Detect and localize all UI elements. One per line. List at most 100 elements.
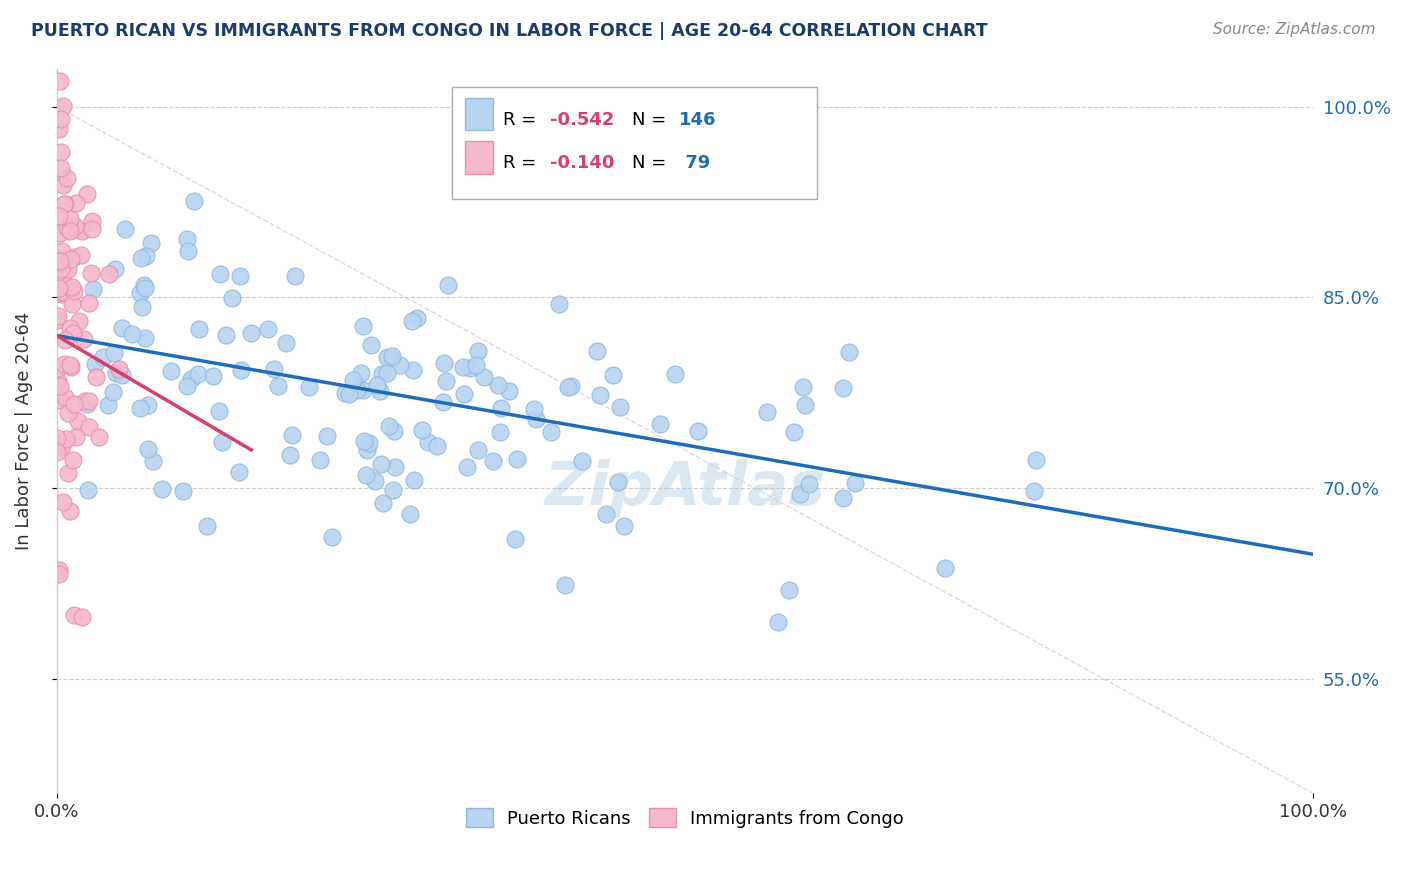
Point	[49, 378, 72, 392]
Point	[101, 384, 124, 399]
Point	[56, 170, 79, 185]
Point	[134, 281, 156, 295]
Point	[416, 434, 439, 449]
Point	[59, 359, 82, 373]
Point	[49, 261, 72, 276]
Point	[221, 291, 243, 305]
Point	[97, 398, 120, 412]
Point	[172, 484, 194, 499]
Point	[399, 507, 422, 521]
FancyBboxPatch shape	[465, 141, 492, 174]
Point	[280, 448, 302, 462]
Point	[80, 266, 103, 280]
Point	[613, 519, 636, 533]
Point	[370, 457, 392, 471]
Point	[131, 251, 153, 265]
Point	[797, 477, 820, 491]
Point	[76, 397, 98, 411]
Point	[316, 429, 339, 443]
Point	[139, 235, 162, 250]
Point	[46, 312, 69, 326]
Point	[297, 380, 319, 394]
Point	[62, 452, 84, 467]
Point	[134, 331, 156, 345]
Point	[789, 487, 811, 501]
Point	[129, 286, 152, 301]
Point	[411, 423, 433, 437]
Point	[371, 496, 394, 510]
Point	[434, 374, 457, 388]
Point	[48, 567, 70, 582]
Point	[49, 112, 72, 126]
Point	[378, 418, 401, 433]
Point	[62, 250, 84, 264]
Point	[91, 350, 114, 364]
Point	[384, 460, 406, 475]
Point	[607, 475, 630, 489]
Point	[489, 401, 512, 415]
Point	[114, 222, 136, 236]
Point	[52, 99, 75, 113]
Point	[48, 563, 70, 577]
Text: N =: N =	[633, 154, 672, 172]
Point	[66, 414, 89, 428]
Text: 79: 79	[679, 154, 710, 172]
Point	[142, 454, 165, 468]
Point	[121, 326, 143, 341]
Point	[832, 381, 855, 395]
Point	[77, 394, 100, 409]
Point	[53, 333, 76, 347]
Point	[523, 401, 546, 416]
Point	[104, 366, 127, 380]
Point	[82, 282, 104, 296]
Point	[51, 244, 73, 259]
Point	[53, 357, 76, 371]
Point	[56, 466, 79, 480]
Point	[59, 504, 82, 518]
Point	[46, 392, 69, 407]
Point	[231, 363, 253, 377]
Point	[364, 474, 387, 488]
Point	[104, 261, 127, 276]
Point	[267, 379, 290, 393]
Point	[136, 442, 159, 456]
Point	[65, 195, 87, 210]
Point	[934, 561, 956, 575]
Point	[77, 296, 100, 310]
Point	[215, 328, 238, 343]
Point	[59, 321, 82, 335]
Point	[187, 322, 209, 336]
Point	[107, 361, 129, 376]
Point	[482, 454, 505, 468]
Point	[664, 367, 686, 381]
Point	[176, 379, 198, 393]
Point	[458, 361, 481, 376]
Point	[48, 281, 70, 295]
Point	[208, 404, 231, 418]
Point	[59, 224, 82, 238]
Point	[360, 337, 382, 351]
Point	[131, 301, 153, 315]
Text: ZipAtlas: ZipAtlas	[544, 459, 825, 518]
Point	[48, 209, 70, 223]
Point	[489, 425, 512, 439]
Text: 146: 146	[679, 111, 716, 128]
Point	[49, 226, 72, 240]
Point	[84, 370, 107, 384]
Point	[589, 388, 612, 402]
Point	[375, 366, 398, 380]
Point	[187, 367, 209, 381]
Point	[838, 345, 860, 359]
Point	[52, 268, 75, 283]
FancyBboxPatch shape	[453, 87, 817, 199]
Point	[195, 519, 218, 533]
Point	[180, 372, 202, 386]
Point	[150, 482, 173, 496]
Point	[281, 428, 304, 442]
Point	[388, 358, 411, 372]
Point	[1025, 453, 1047, 467]
Point	[103, 345, 125, 359]
Point	[55, 197, 77, 211]
Point	[53, 256, 76, 270]
Point	[602, 368, 624, 383]
